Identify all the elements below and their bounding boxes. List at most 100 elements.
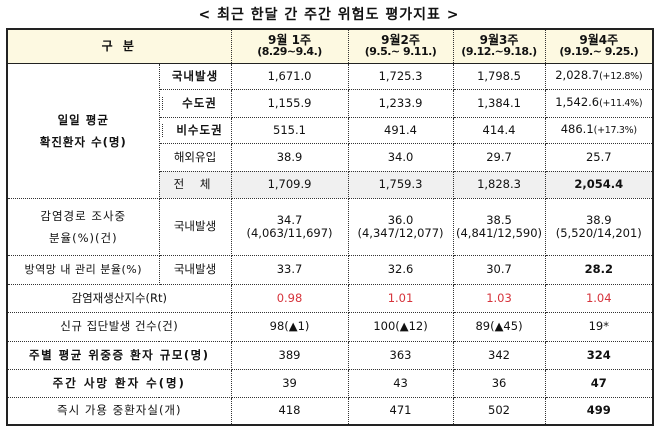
cell-value: 1.01 <box>347 283 454 313</box>
cell-value: 38.9 (5,520/14,201) <box>544 197 654 256</box>
untraced-label-line1: 감염경로 조사중 <box>40 208 127 223</box>
cell-value: 25.7 <box>544 142 654 172</box>
cell-value: 342 <box>452 340 546 370</box>
cell-value: 1,709.9 <box>230 170 349 199</box>
cell-value: 36.0 (4,347/12,077) <box>347 197 454 256</box>
cell-value: 389 <box>230 340 349 370</box>
cell-value: 98(▲1) <box>230 311 349 342</box>
cell-value: 39 <box>230 368 349 398</box>
week-range: (9.5.~ 9.11.) <box>364 45 437 59</box>
icu-beds-label: 즉시 가용 중환자실(개) <box>6 396 232 426</box>
detail: (4,347/12,077) <box>357 225 444 240</box>
managed-label: 방역망 내 관리 분율(%) <box>6 254 160 285</box>
row-label-non-capital: 비수도권 <box>161 123 229 137</box>
untraced-sub-label: 국내발생 <box>158 197 232 256</box>
cell-value: 36 <box>452 368 546 398</box>
clusters-label: 신규 집단발생 건수(건) <box>6 311 232 342</box>
cell-value: 43 <box>347 368 454 398</box>
cell-value: 1,725.3 <box>347 62 454 90</box>
cell-value: 414.4 <box>452 116 546 144</box>
cell-value: 38.5 (4,841/12,590) <box>452 197 546 256</box>
change-note: (+11.4%) <box>599 98 643 109</box>
cell-value: 515.1 <box>230 116 349 144</box>
daily-avg-group-label: 일일 평균 확진환자 수(명) <box>6 62 160 199</box>
table-title: < 최근 한달 간 주간 위험도 평가지표 > <box>198 7 460 23</box>
row-label-domestic: 국내발생 <box>158 62 232 90</box>
header-row: 구 분 9월 1주 (8.29~9.4.) 9월2주 (9.5.~ 9.11.) 9… <box>6 28 654 64</box>
group-label-line1: 일일 평균 <box>57 112 109 127</box>
cell-value: 1,155.9 <box>230 88 349 118</box>
week-range: (9.19.~ 9.25.) <box>559 45 639 59</box>
cell-value: 32.6 <box>347 254 454 285</box>
cell-value: 47 <box>544 368 654 398</box>
table-row-overseas: 해외유입 38.9 34.0 29.7 25.7 <box>7 142 654 172</box>
deaths-label: 주간 사망 환자 수(명) <box>6 368 232 398</box>
cell-value: 1,384.1 <box>452 88 546 118</box>
row-label-total: 전 체 <box>158 170 232 199</box>
table-row-severe: 주별 평균 위중증 환자 규모(명) 389 363 342 324 <box>6 340 654 370</box>
table-row-untraced: 감염경로 조사중 분율(%)(건) 국내발생 34.7 (4,063/11,697… <box>6 197 654 256</box>
week-label: 9월3주 <box>479 33 519 48</box>
cell-value: 100(▲12) <box>347 311 454 342</box>
cell-value: 1,671.0 <box>230 62 349 90</box>
cell-value: 38.9 <box>230 142 349 172</box>
cell-value: 2,054.4 <box>544 170 654 199</box>
cell-value: 1.03 <box>452 283 546 313</box>
untraced-label: 감염경로 조사중 분율(%)(건) <box>6 197 160 256</box>
cell-value: 34.7 (4,063/11,697) <box>230 197 349 256</box>
cell-value: 33.7 <box>230 254 349 285</box>
cell-value: 471 <box>347 396 454 426</box>
header-week-3: 9월3주 (9.12.~9.18.) <box>452 28 546 64</box>
detail: (4,063/11,697) <box>246 225 333 240</box>
value: 486.1 <box>560 122 594 136</box>
cell-value: 1,542.6(+11.4%) <box>544 88 654 118</box>
cell-value: 486.1(+17.3%) <box>544 116 654 144</box>
cell-value: 499 <box>544 396 654 426</box>
cell-value: 1,828.3 <box>452 170 546 199</box>
week-range: (9.12.~9.18.) <box>461 45 537 59</box>
week-label: 9월2주 <box>381 33 420 48</box>
cell-value: 30.7 <box>452 254 546 285</box>
cell-value: 28.2 <box>544 254 654 285</box>
value: 2,028.7 <box>555 68 600 82</box>
header-category-label: 구 분 <box>101 39 137 54</box>
cell-value: 29.7 <box>452 142 546 172</box>
severe-label: 주별 평균 위중증 환자 규모(명) <box>6 340 232 370</box>
header-category: 구 분 <box>6 28 232 64</box>
cell-value: 1,798.5 <box>452 62 546 90</box>
risk-assessment-table: 구 분 9월 1주 (8.29~9.4.) 9월2주 (9.5.~ 9.11.) 9… <box>6 28 655 426</box>
week-range: (8.29~9.4.) <box>257 45 322 59</box>
cell-value: 502 <box>452 396 546 426</box>
cell-value: 324 <box>544 340 654 370</box>
table-row-icu-beds: 즉시 가용 중환자실(개) 418 471 502 499 <box>6 396 654 426</box>
cell-value: 491.4 <box>347 116 454 144</box>
week-label: 9월4주 <box>579 33 619 48</box>
header-week-4: 9월4주 (9.19.~ 9.25.) <box>544 28 654 64</box>
cell-value: 34.0 <box>347 142 454 172</box>
pct: 38.5 <box>486 212 512 227</box>
cell-value: 89(▲45) <box>452 311 546 342</box>
detail: (5,520/14,201) <box>555 225 642 240</box>
row-label-capital: 수도권 <box>161 96 229 110</box>
cell-value: 1,233.9 <box>347 88 454 118</box>
change-note: (+12.8%) <box>599 71 643 82</box>
detail: (4,841/12,590) <box>456 225 543 240</box>
week-label: 9월 1주 <box>268 33 311 48</box>
row-label-overseas: 해외유입 <box>158 142 232 172</box>
managed-sub-label: 국내발생 <box>158 254 232 285</box>
change-note: (+17.3%) <box>593 125 637 136</box>
cell-value: 2,028.7(+12.8%) <box>544 62 654 90</box>
table-row-managed: 방역망 내 관리 분율(%) 국내발생 33.7 32.6 30.7 28.2 <box>6 254 654 285</box>
cell-value: 363 <box>347 340 454 370</box>
pct: 38.9 <box>585 212 612 227</box>
cell-value: 0.98 <box>230 283 349 313</box>
row-label-capital-cell: 수도권 <box>158 88 232 118</box>
header-week-2: 9월2주 (9.5.~ 9.11.) <box>347 28 454 64</box>
row-label-non-capital-cell: 비수도권 <box>158 116 232 144</box>
pct: 34.7 <box>276 212 303 227</box>
cell-value: 19* <box>544 311 654 342</box>
table-row-clusters: 신규 집단발생 건수(건) 98(▲1) 100(▲12) 89(▲45) 19… <box>6 311 654 342</box>
table-row-rt: 감염재생산지수(Rt) 0.98 1.01 1.03 1.04 <box>6 283 654 313</box>
rt-label: 감염재생산지수(Rt) <box>6 283 232 313</box>
untraced-label-line2: 분율(%)(건) <box>48 230 118 245</box>
